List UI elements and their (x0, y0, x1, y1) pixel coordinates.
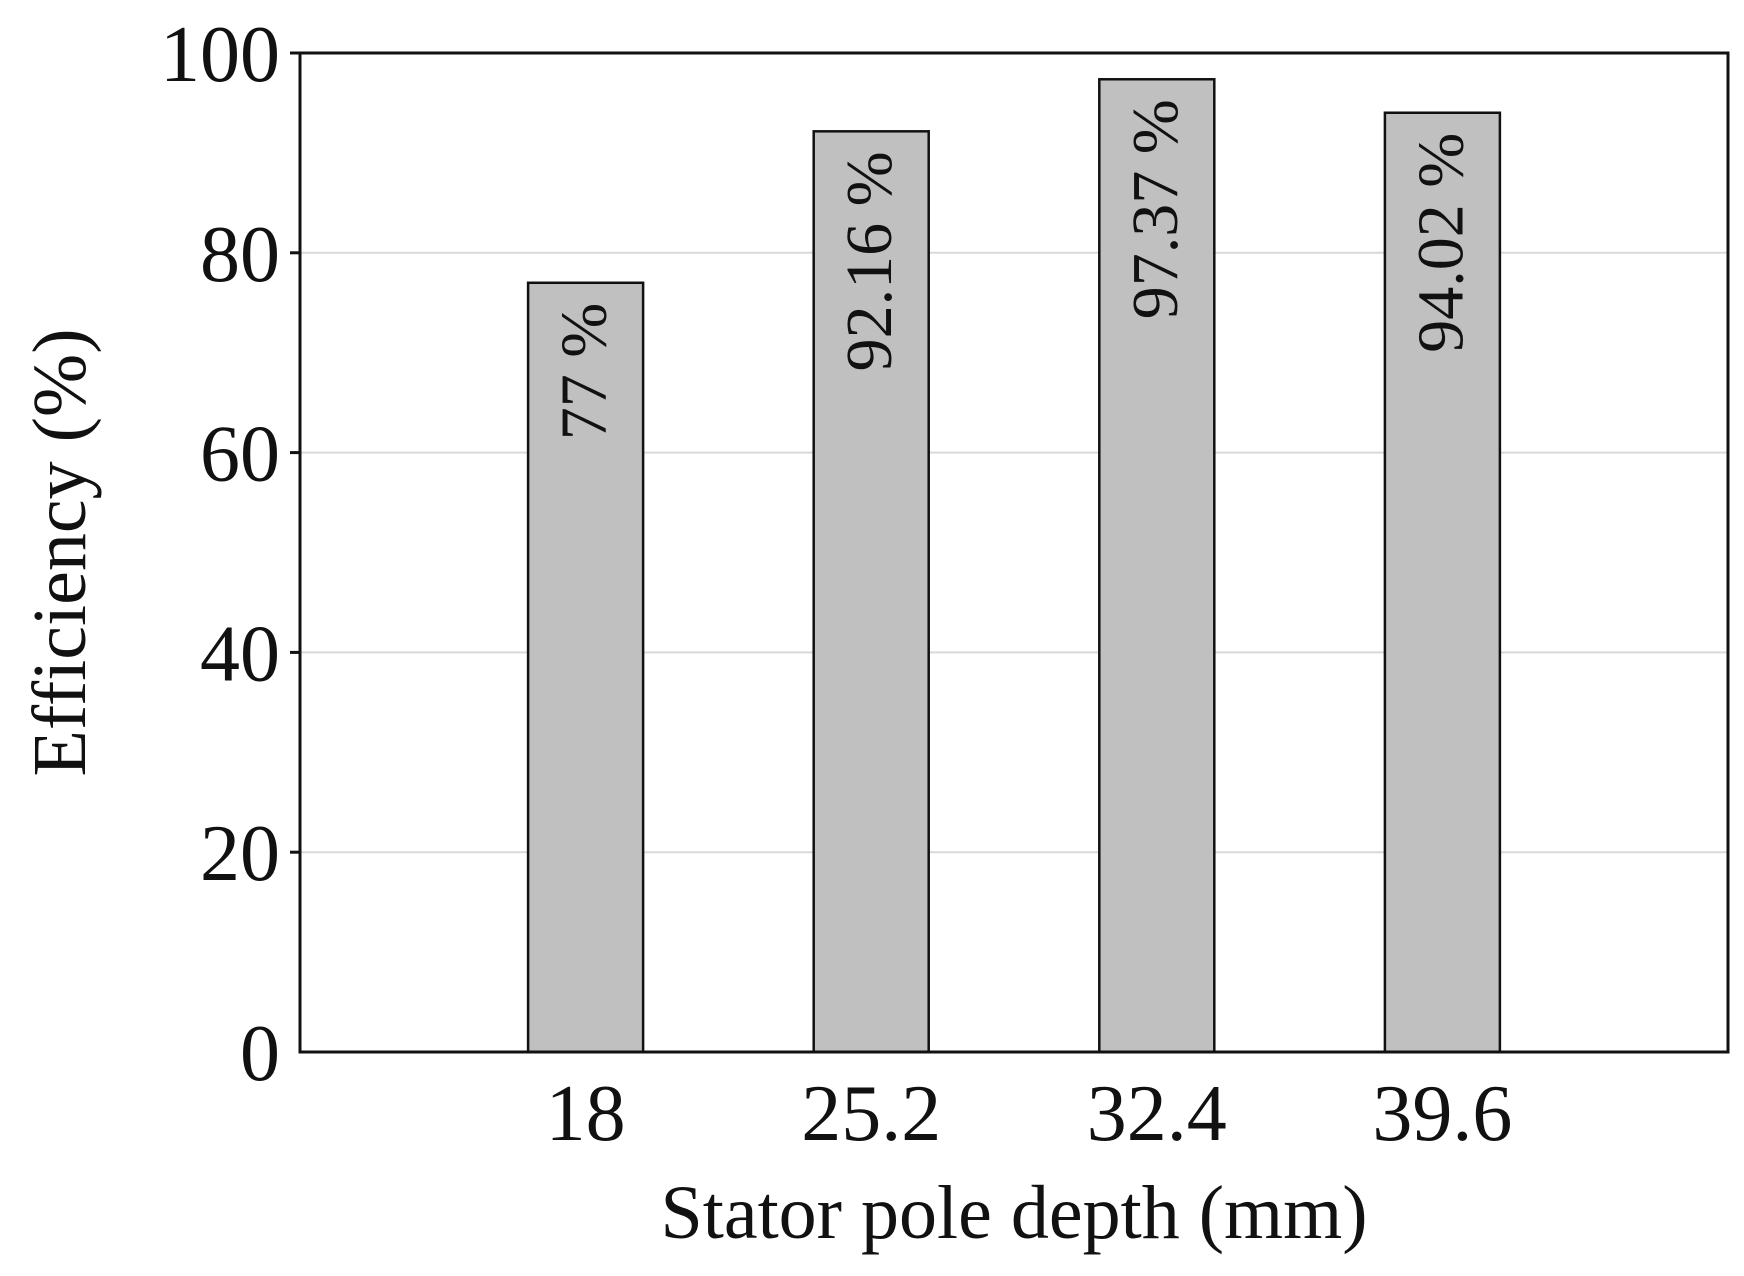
bar-data-label: 94.02 % (1404, 133, 1477, 353)
y-axis-ticks: 0 20 40 60 80 100 (160, 11, 300, 1098)
x-tick-label: 18 (546, 1070, 626, 1158)
y-tick-label: 60 (200, 411, 280, 499)
bar (1098, 78, 1216, 1054)
y-tick-label: 40 (200, 610, 280, 698)
x-tick-label: 32.4 (1087, 1070, 1227, 1158)
y-tick-label: 80 (200, 211, 280, 299)
bar (812, 130, 930, 1054)
bar (1383, 111, 1502, 1054)
plot-frame (298, 51, 1730, 1054)
x-tick-label: 39.6 (1372, 1070, 1512, 1158)
bars: 77 % 92.16 % 97.37 % 94.02 % (526, 78, 1502, 1054)
x-tick-label: 25.2 (801, 1070, 941, 1158)
bar-data-label: 92.16 % (833, 151, 906, 371)
bar-data-label: 77 % (548, 303, 621, 440)
bar-data-label: 97.37 % (1119, 99, 1192, 319)
x-axis-label: Stator pole depth (mm) (660, 1171, 1367, 1255)
y-tick-label: 100 (160, 11, 280, 99)
x-axis-ticks: 18 25.2 32.4 39.6 (546, 1070, 1513, 1158)
y-tick-label: 20 (200, 810, 280, 898)
y-tick-label: 0 (240, 1010, 280, 1098)
y-axis-label: Efficiency (%) (18, 328, 102, 776)
